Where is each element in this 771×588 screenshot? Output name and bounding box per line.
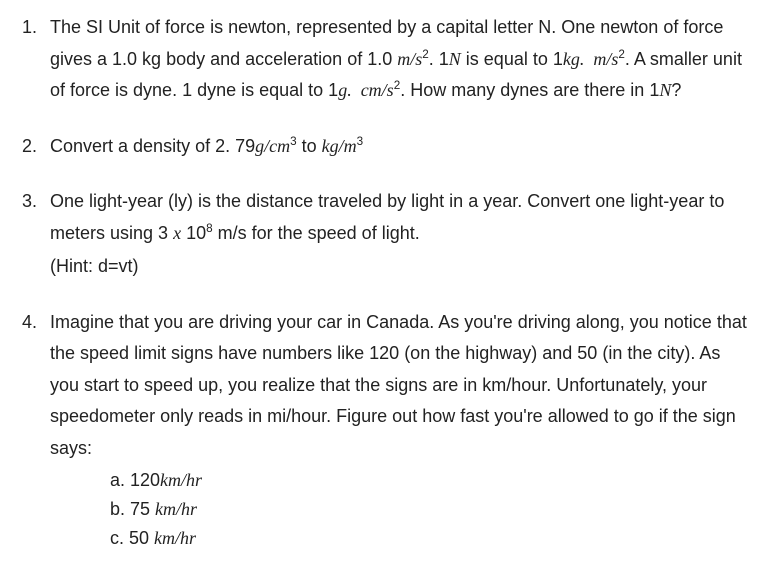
question-text: The SI Unit of force is newton, represen…: [50, 12, 749, 107]
sub-list: a. 120km/hrb. 75 km/hrc. 50 km/hr: [110, 466, 749, 552]
question-number: 1.: [22, 12, 50, 107]
question-item-2: 2.Convert a density of 2. 79g/cm3 to kg/…: [22, 131, 749, 163]
question-number: 3.: [22, 186, 50, 283]
sub-item: a. 120km/hr: [110, 466, 749, 495]
question-text: Convert a density of 2. 79g/cm3 to kg/m3: [50, 131, 749, 163]
question-number: 2.: [22, 131, 50, 163]
sub-item: c. 50 km/hr: [110, 524, 749, 553]
question-list: 1.The SI Unit of force is newton, repres…: [22, 12, 749, 552]
question-item-1: 1.The SI Unit of force is newton, repres…: [22, 12, 749, 107]
question-item-4: 4.Imagine that you are driving your car …: [22, 307, 749, 553]
question-text: Imagine that you are driving your car in…: [50, 307, 749, 553]
question-number: 4.: [22, 307, 50, 553]
question-text: One light-year (ly) is the distance trav…: [50, 186, 749, 283]
question-item-3: 3.One light-year (ly) is the distance tr…: [22, 186, 749, 283]
sub-item: b. 75 km/hr: [110, 495, 749, 524]
